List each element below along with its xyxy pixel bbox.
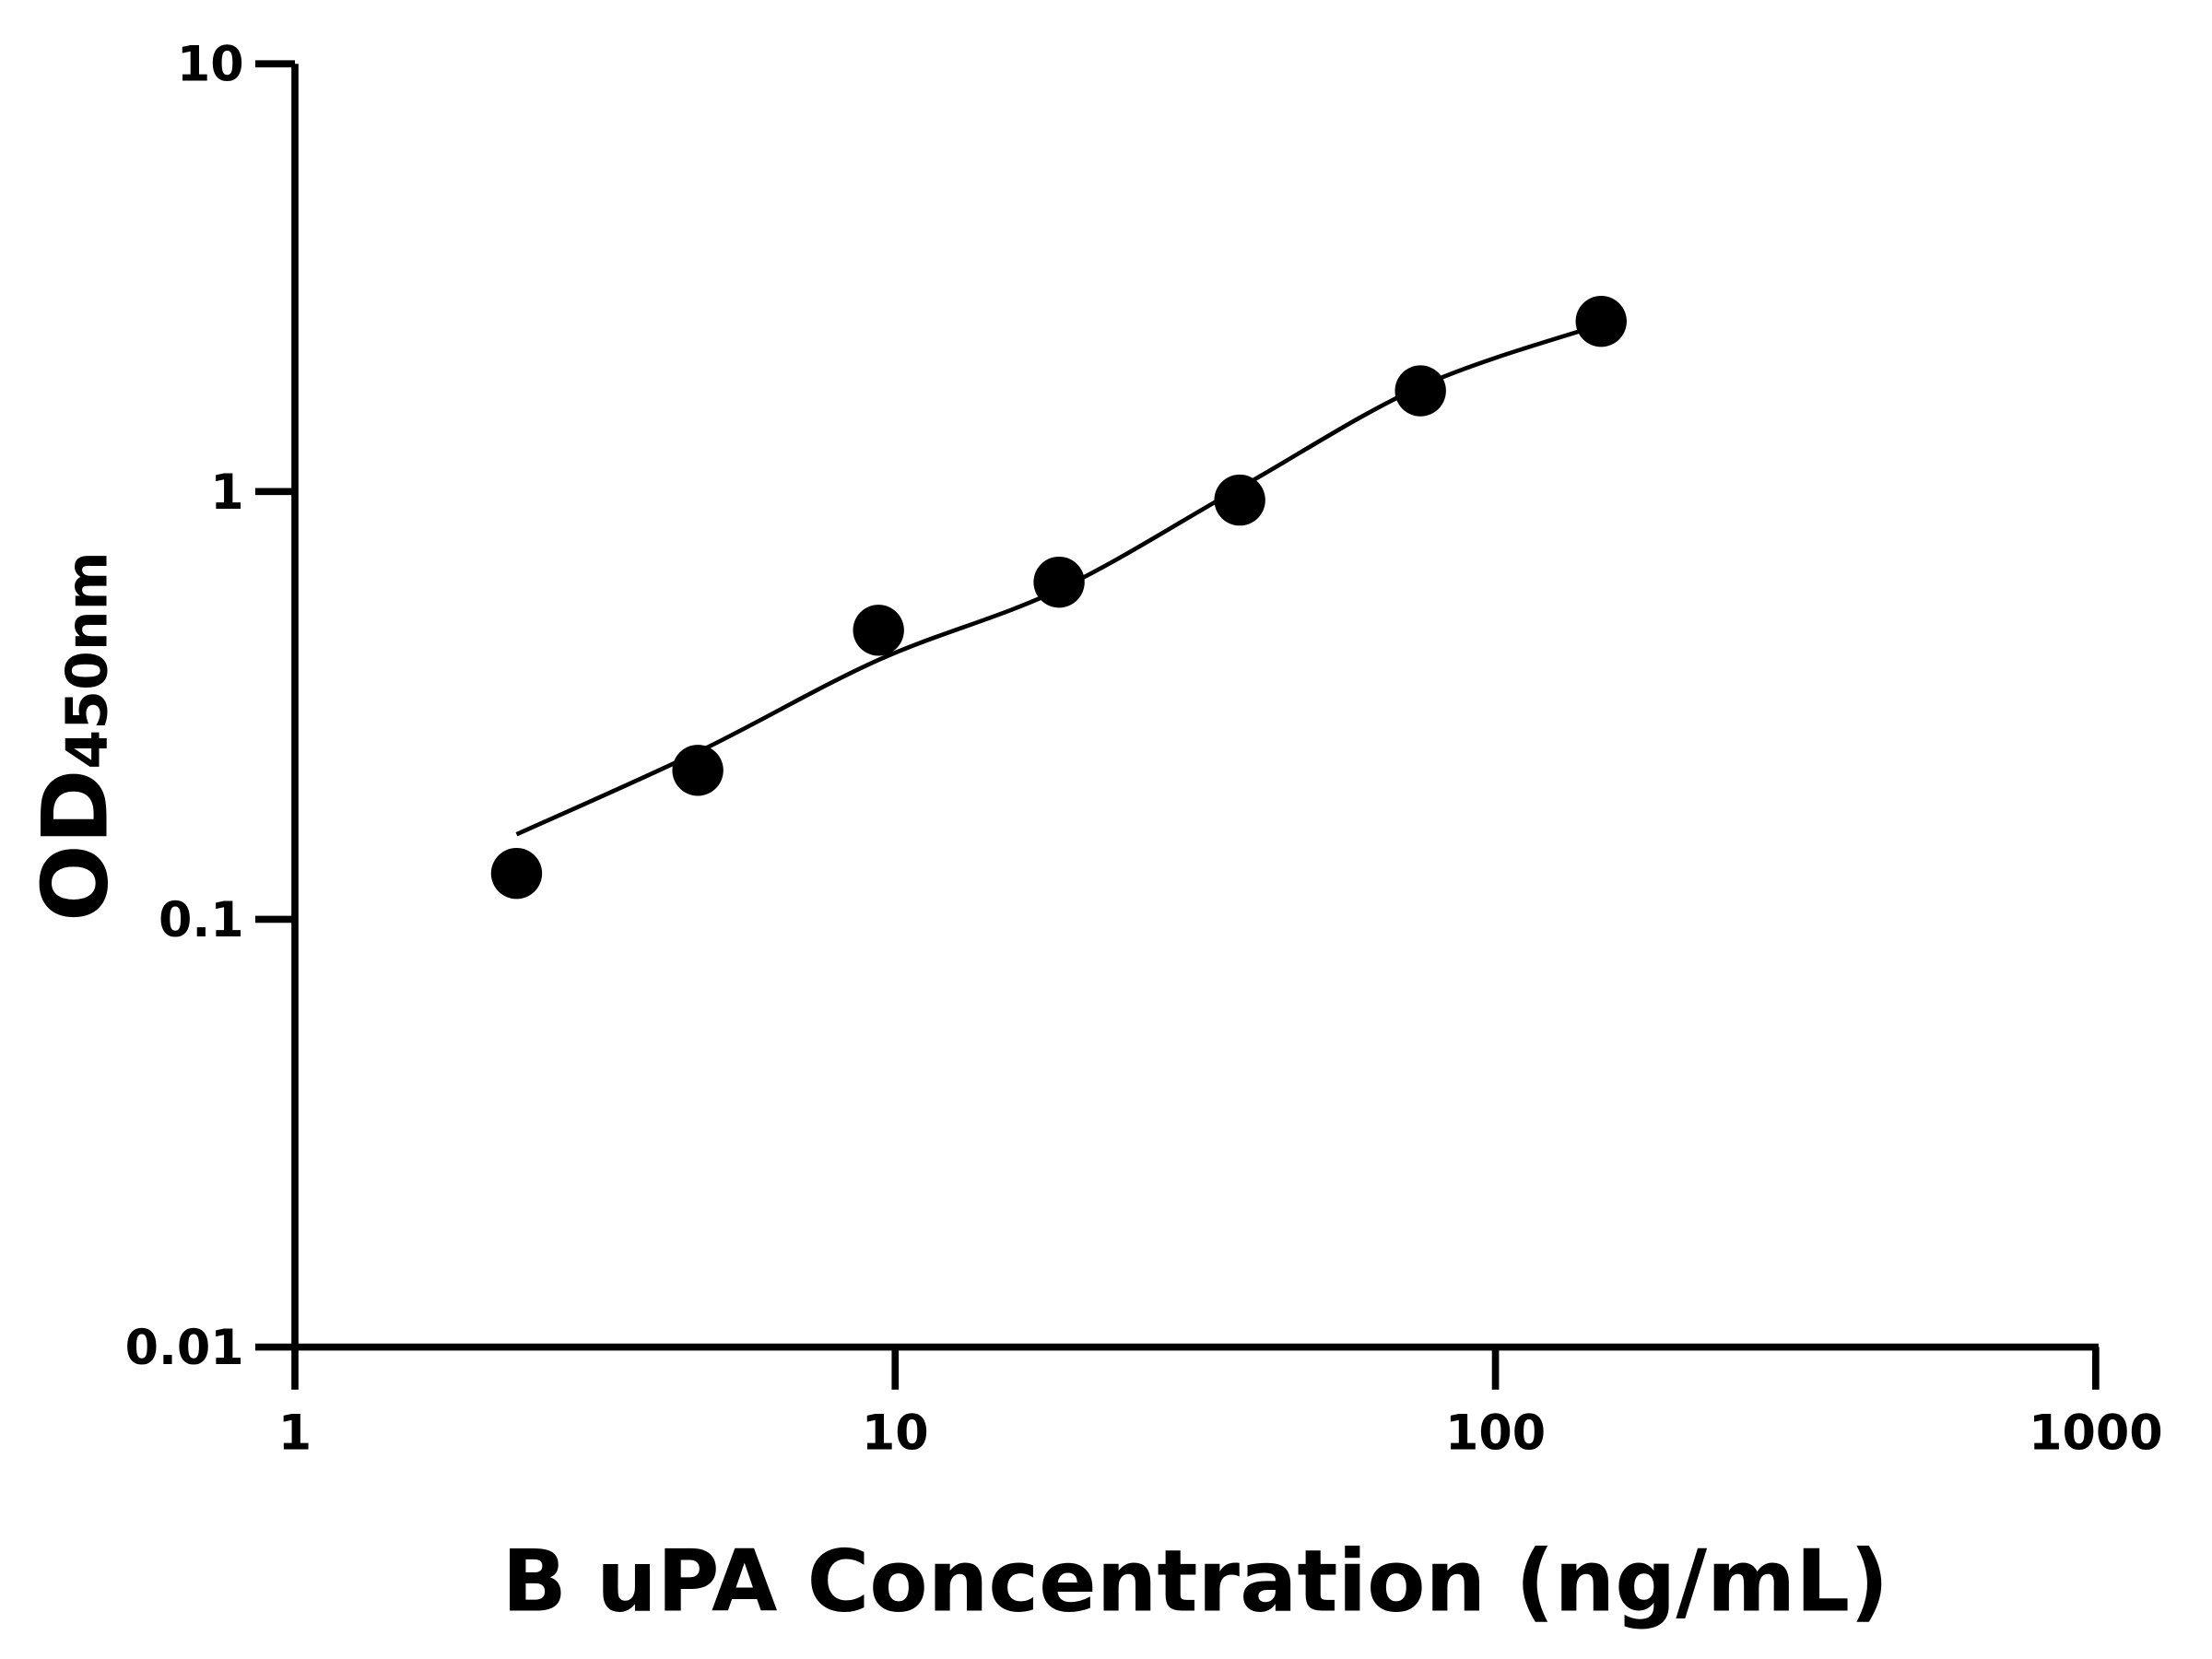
data-point bbox=[1394, 365, 1446, 417]
data-point bbox=[1033, 556, 1085, 608]
data-points bbox=[490, 295, 1627, 900]
data-point bbox=[1214, 474, 1265, 526]
y-axis-label-subscript: 450nm bbox=[53, 551, 120, 769]
x-axis-label: B uPA Concentration (ng/mL) bbox=[502, 1532, 1889, 1631]
x-tick-label: 1000 bbox=[2029, 1405, 2163, 1461]
svg-text:OD450nm: OD450nm bbox=[23, 551, 128, 922]
y-tick-label: 1 bbox=[210, 465, 243, 521]
y-tick-label: 0.01 bbox=[125, 1320, 244, 1376]
data-point bbox=[853, 605, 904, 656]
y-tick-label: 10 bbox=[177, 37, 244, 93]
data-point bbox=[672, 745, 724, 796]
y-tick-label: 0.1 bbox=[159, 892, 244, 948]
x-tick-label: 100 bbox=[1445, 1405, 1546, 1461]
axes bbox=[254, 60, 2100, 1390]
data-point bbox=[490, 847, 543, 900]
x-tick-label: 1 bbox=[278, 1405, 312, 1461]
y-axis-label: OD450nm bbox=[23, 551, 128, 922]
x-tick-label: 10 bbox=[862, 1405, 929, 1461]
tick-labels: 1 10 100 1000 0.01 0.1 1 10 bbox=[125, 37, 2163, 1462]
data-point bbox=[1575, 295, 1627, 347]
y-axis-label-main: OD bbox=[23, 770, 128, 922]
